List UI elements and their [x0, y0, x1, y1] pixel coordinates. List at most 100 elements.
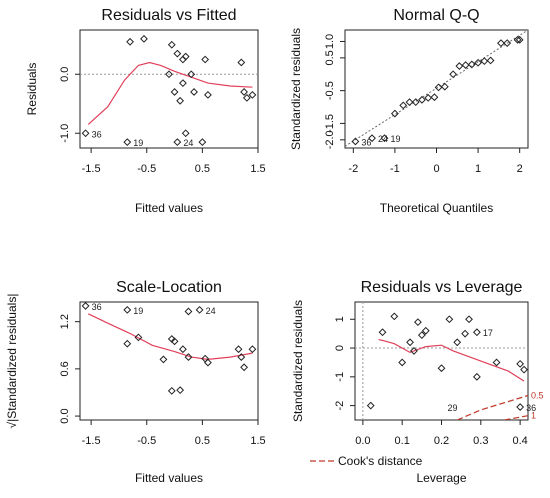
plot-area [378, 338, 528, 420]
data-point [366, 401, 375, 410]
data-point [198, 138, 207, 147]
data-point [159, 355, 168, 364]
point-label: 24 [206, 306, 216, 316]
data-point [516, 403, 525, 411]
data-point [201, 55, 210, 64]
panel-3: Scale-Location Fitted values √|Standardize… [5, 279, 266, 485]
x-tick-label: 2 [517, 163, 523, 175]
data-point [170, 337, 179, 346]
plot-frame [79, 29, 259, 149]
data-point [516, 359, 525, 368]
data-point [123, 138, 132, 147]
data-point [467, 60, 476, 69]
data-point [453, 338, 462, 347]
y-axis-label: Residuals [25, 63, 39, 116]
data-point [204, 358, 212, 367]
data-point [187, 70, 196, 79]
x-tick-label: 0.5 [195, 163, 210, 175]
y-tick-label: -2 [334, 401, 346, 411]
data-point [430, 93, 439, 102]
data-point [405, 98, 414, 107]
data-point [181, 129, 190, 138]
x-tick-label: -1.5 [82, 435, 101, 447]
data-point [126, 37, 134, 46]
data-point [81, 129, 90, 138]
cooks-distance-curve [504, 415, 528, 420]
plot-area [87, 61, 253, 125]
panel-title: Scale-Location [116, 279, 222, 296]
point-label: 24 [378, 134, 388, 144]
data-point [173, 138, 182, 147]
data-point [465, 315, 473, 324]
y-axis-label: Standardized residuals [289, 28, 303, 150]
point-label: 36 [92, 129, 102, 139]
y-tick-label: 1 [334, 316, 346, 322]
data-point [234, 345, 243, 354]
data-point [461, 329, 469, 338]
data-point [242, 93, 251, 102]
data-point [368, 134, 376, 143]
data-point [424, 93, 433, 102]
data-point [497, 39, 505, 48]
panel-2: Normal Q-Q Theoretical Quantiles Standardi… [289, 7, 529, 215]
data-point [165, 70, 173, 79]
x-tick-label: 0.1 [395, 435, 410, 447]
data-point [184, 353, 193, 361]
y-axis-label: √|Standardized residuals| [5, 294, 19, 429]
cooks-curve-label: 0.5 [531, 391, 544, 401]
data-point [472, 372, 481, 381]
smoother-line [378, 338, 525, 382]
data-point [492, 358, 501, 367]
x-axis-label: Fitted values [135, 201, 203, 215]
data-point [176, 386, 185, 395]
data-point [391, 109, 399, 118]
data-point [398, 358, 407, 367]
data-point [513, 35, 522, 44]
smoother-line [88, 313, 253, 361]
data-point [167, 386, 176, 395]
panel-title: Residuals vs Fitted [101, 7, 236, 24]
point-label: 17 [483, 328, 493, 338]
x-tick-label: -0.5 [137, 435, 156, 447]
x-tick-label: -1.5 [82, 163, 101, 175]
cooks-distance-curve [456, 394, 528, 420]
data-point [520, 365, 528, 374]
data-point [240, 88, 249, 96]
data-point [181, 52, 190, 61]
data-point [390, 312, 399, 321]
data-point [455, 62, 464, 70]
data-point [461, 61, 470, 69]
point-label: 24 [183, 138, 193, 148]
data-point [178, 345, 187, 354]
x-tick-label: 0.5 [195, 435, 210, 447]
y-tick-label: -1 [334, 372, 346, 382]
x-axis-label: Theoretical Quantiles [380, 201, 493, 215]
x-tick-label: 1 [475, 163, 481, 175]
x-axis-label: Leverage [416, 471, 466, 485]
smoother-line [87, 61, 253, 125]
data-point [190, 88, 198, 96]
data-point [449, 70, 458, 79]
data-point [184, 307, 193, 316]
data-point [414, 318, 422, 327]
data-point [173, 49, 182, 58]
data-point [167, 40, 176, 49]
data-point [486, 56, 495, 65]
x-tick-label: -0.5 [137, 163, 156, 175]
y-tick-label: -2.0 [324, 130, 336, 149]
data-point [195, 305, 204, 314]
x-tick-label: 0.4 [512, 435, 527, 447]
data-point [474, 58, 482, 67]
plot-area [88, 313, 253, 361]
y-tick-label: 0.5 [324, 50, 336, 65]
data-point [411, 98, 420, 107]
y-tick-label: 1.2 [59, 314, 71, 329]
panel-title: Residuals vs Leverage [361, 279, 523, 296]
x-tick-label: -2 [348, 163, 358, 175]
data-point [240, 363, 249, 372]
data-point [440, 82, 449, 91]
data-point [237, 58, 246, 67]
y-tick-label: 0 [334, 345, 346, 351]
data-point [140, 34, 148, 43]
